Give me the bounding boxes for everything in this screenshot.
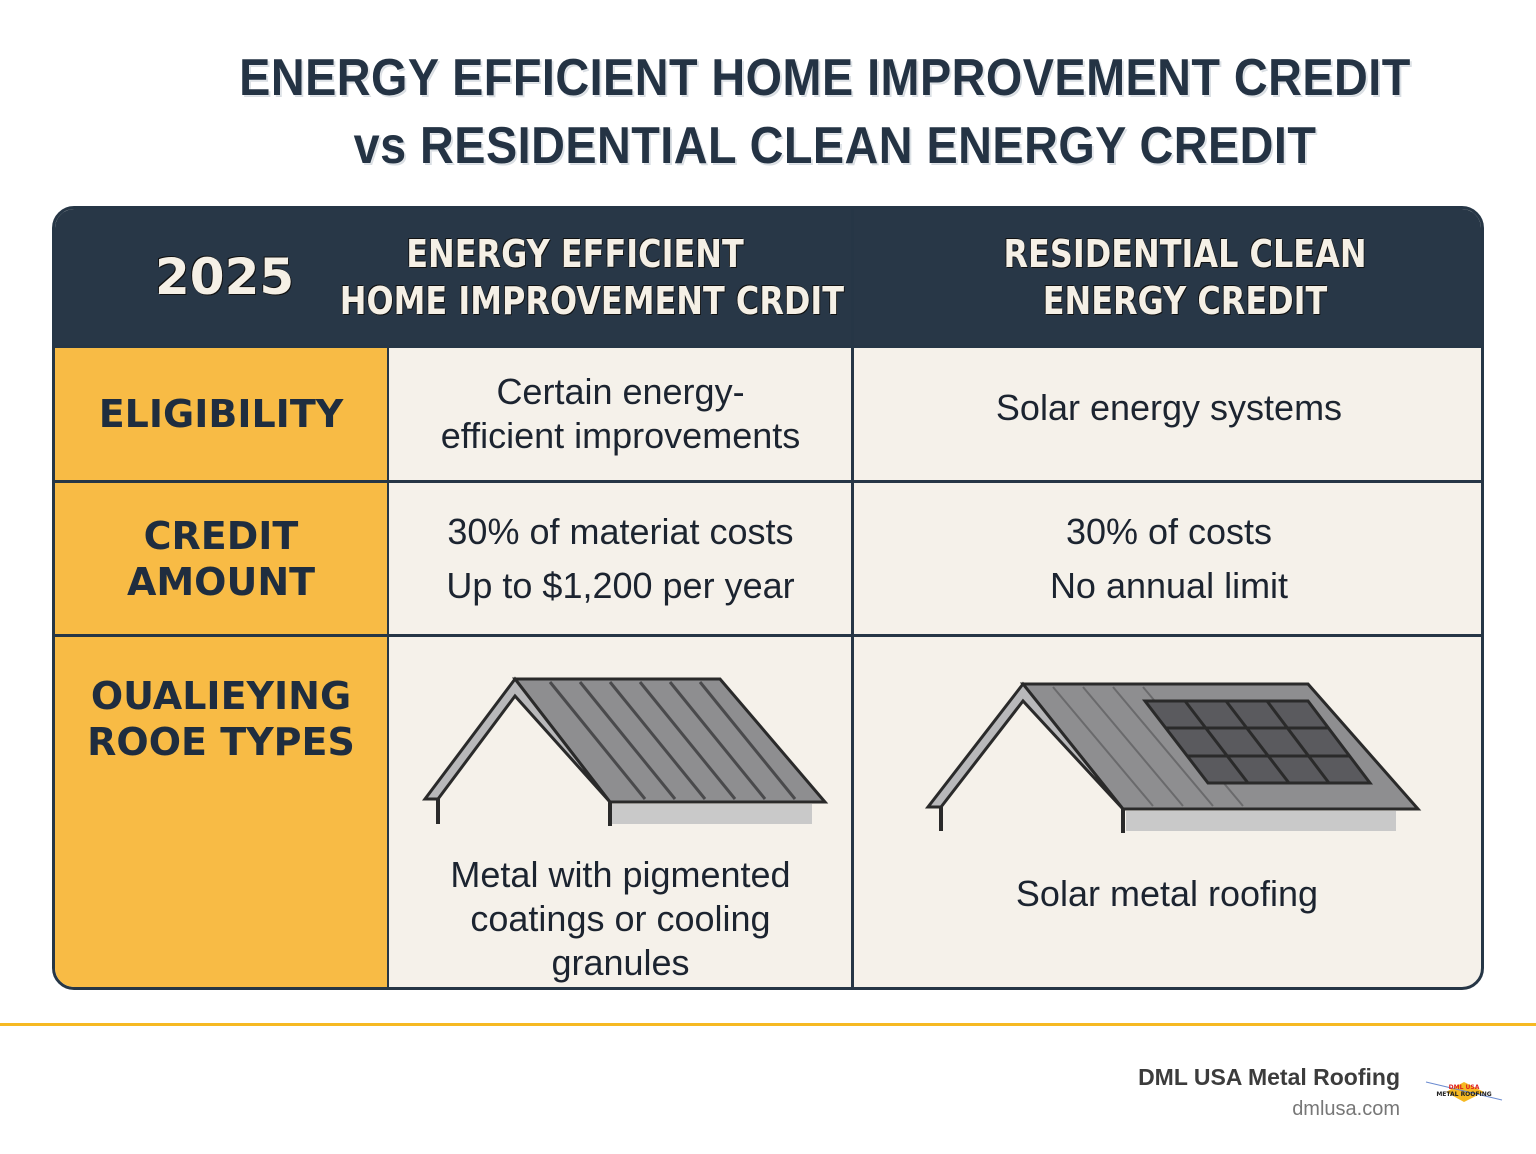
brand-name: DML USA Metal Roofing — [1138, 1064, 1400, 1090]
title-line-2: vs RESIDENTIAL CLEAN ENERGY CREDIT — [353, 117, 1317, 175]
svg-text:DML USA: DML USA — [1449, 1084, 1480, 1091]
cell-text: Solar energy systems — [995, 387, 1343, 428]
cell-text: 30% of materiat costs — [447, 510, 794, 552]
cell-text: efficient improvements — [440, 415, 801, 456]
divider — [55, 345, 1481, 348]
divider — [55, 634, 1481, 637]
footer-divider — [0, 1023, 1536, 1026]
col1-header-line: HOME IMPROVEMENT CRDIT — [339, 279, 845, 323]
label-text: CREDIT — [143, 513, 299, 558]
col2-header: RESIDENTIAL CLEAN ENERGY CREDIT — [908, 231, 1462, 325]
brand-url[interactable]: dmlusa.com — [1292, 1098, 1400, 1120]
cell-text: No annual limit — [1049, 564, 1289, 606]
table-header: 2025 ENERGY EFFICIENT HOME IMPROVEMENT C… — [55, 209, 1481, 348]
cell-text: granules — [551, 942, 690, 983]
label-text: ELIGIBILITY — [98, 392, 344, 436]
eligibility-col1: Certain energy-efficient improvements — [390, 348, 851, 480]
label-text: ROOE TYPES — [87, 720, 355, 764]
divider — [55, 480, 1481, 483]
svg-text:METAL ROOFING: METAL ROOFING — [1436, 1091, 1491, 1098]
cell-text: Certain energy- — [496, 371, 745, 412]
label-text: OUALIEYING — [90, 674, 352, 718]
solar-roof-icon — [924, 681, 1422, 833]
col2-header-line: RESIDENTIAL CLEAN — [1003, 232, 1367, 276]
row-label-eligibility: ELIGIBILITY — [55, 348, 387, 480]
roof-col2-text: Solar metal roofing — [854, 849, 1480, 939]
col1-header-line: ENERGY EFFICIENT — [406, 232, 744, 276]
label-text: AMOUNT — [126, 559, 316, 604]
roof-col1-text: Metal with pigmented coatings or cooling g… — [390, 849, 851, 987]
cell-text: 30% of costs — [1065, 510, 1273, 552]
cell-text: Solar metal roofing — [1015, 873, 1319, 914]
company-logo: DML USA METAL ROOFING — [1425, 1081, 1503, 1102]
credit-col2: 30% of costs No annual limit — [854, 483, 1481, 634]
row-label-roof-types: OUALIEYING ROOE TYPES — [55, 637, 387, 987]
metal-roof-icon — [422, 676, 829, 826]
divider — [851, 209, 854, 987]
eligibility-col2: Solar energy systems — [854, 348, 1481, 468]
title-line-1: ENERGY EFFICIENT HOME IMPROVEMENT CREDIT — [239, 49, 1411, 107]
year-label: 2025 — [155, 248, 295, 306]
col2-header-line: ENERGY CREDIT — [1042, 279, 1328, 323]
row-label-credit-amount: CREDIT AMOUNT — [55, 483, 387, 634]
col1-header: ENERGY EFFICIENT HOME IMPROVEMENT CRDIT — [339, 231, 845, 325]
cell-text: Metal with pigmented — [450, 854, 791, 895]
credit-col1: 30% of materiat costs Up to $1,200 per ye… — [390, 483, 851, 634]
cell-text: coatings or cooling — [470, 898, 771, 939]
comparison-table: 2025 ENERGY EFFICIENT HOME IMPROVEMENT C… — [52, 206, 1484, 990]
divider — [387, 348, 389, 987]
cell-text: Up to $1,200 per year — [446, 564, 795, 606]
